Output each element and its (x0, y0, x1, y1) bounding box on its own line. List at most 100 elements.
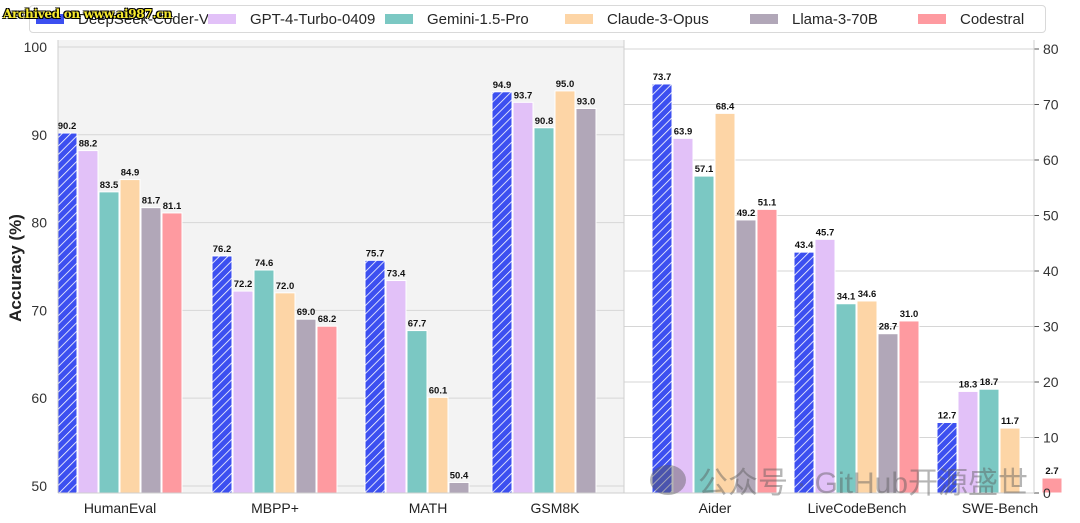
legend-label: Llama-3-70B (792, 10, 878, 28)
y-axis-label: Accuracy (%) (6, 214, 25, 322)
bar-gemini-1-5-pro-math (406, 330, 428, 494)
bar-codestral-humaneval (161, 212, 183, 494)
bar-codestral-swe-bench (1041, 477, 1063, 494)
legend-swatch (750, 14, 778, 24)
data-label: 68.4 (716, 101, 735, 112)
archived-stamp: Archived on www.ai987.cn (3, 7, 172, 21)
data-label: 34.6 (858, 289, 877, 300)
left-tick-label: 100 (24, 39, 48, 55)
right-tick-label: 40 (1043, 263, 1059, 279)
right-tick-label: 30 (1043, 319, 1059, 335)
left-tick-label: 80 (31, 215, 47, 231)
bar-deepseek-coder-v2-gsm8k (491, 91, 513, 494)
data-label: 72.0 (276, 281, 295, 292)
bar-codestral-mbpp- (316, 325, 338, 494)
right-tick-label: 60 (1043, 152, 1059, 168)
bar-codestral-aider (756, 208, 778, 494)
bar-gemini-1-5-pro-gsm8k (533, 127, 555, 494)
right-tick-label: 50 (1043, 208, 1059, 224)
bar-claude-3-opus-aider (714, 112, 736, 494)
data-label: 81.1 (163, 201, 182, 212)
legend-swatch (385, 14, 413, 24)
bar-gpt-4-turbo-0409-aider (672, 137, 694, 494)
right-tick-label: 0 (1043, 485, 1051, 501)
data-label: 60.1 (429, 385, 448, 396)
legend-item: GPT-4-Turbo-0409 (208, 6, 375, 32)
x-tick-label: Aider (699, 500, 732, 516)
x-tick-label: MATH (409, 500, 448, 516)
data-label: 68.2 (318, 314, 337, 325)
wechat-icon (650, 465, 686, 495)
data-label: 95.0 (556, 79, 575, 90)
legend-item: Gemini-1.5-Pro (385, 6, 529, 32)
bar-gemini-1-5-pro-aider (693, 175, 715, 494)
legend-item: Codestral (918, 6, 1024, 32)
data-label: 45.7 (816, 227, 835, 238)
data-label: 93.0 (577, 96, 596, 107)
data-label: 12.7 (938, 411, 957, 422)
bar-gemini-1-5-pro-mbpp- (253, 269, 275, 494)
data-label: 74.6 (255, 258, 274, 269)
data-label: 90.8 (535, 116, 554, 127)
right-tick-label: 10 (1043, 430, 1059, 446)
bar-deepseek-coder-v2-humaneval (56, 132, 78, 494)
bar-llama-3-70b-mbpp- (295, 318, 317, 494)
data-label: 94.9 (493, 80, 512, 91)
bar-gemini-1-5-pro-humaneval (98, 191, 120, 494)
x-tick-label: HumanEval (84, 500, 156, 516)
legend-label: Codestral (960, 10, 1025, 28)
bar-gpt-4-turbo-0409-math (385, 280, 407, 494)
data-label: 31.0 (900, 309, 919, 320)
data-label: 18.7 (980, 377, 999, 388)
left-tick-label: 70 (31, 302, 47, 318)
bar-llama-3-70b-aider (735, 219, 757, 494)
data-label: 43.4 (795, 240, 814, 251)
legend-swatch (36, 14, 64, 24)
legend-label: GPT-4-Turbo-0409 (250, 10, 376, 28)
data-label: 84.9 (121, 168, 140, 179)
left-tick-label: 60 (31, 390, 47, 406)
bar-gpt-4-turbo-0409-livecodebench (814, 238, 836, 494)
data-label: 2.7 (1045, 466, 1058, 477)
data-label: 11.7 (1001, 416, 1019, 427)
bar-claude-3-opus-humaneval (119, 179, 141, 494)
bar-llama-3-70b-math (448, 481, 470, 494)
watermark-text: 公众号 · GitHub开源盛世 (698, 467, 1029, 500)
bar-claude-3-opus-mbpp- (274, 292, 296, 494)
bar-gpt-4-turbo-0409-mbpp- (232, 290, 254, 494)
data-label: 90.2 (58, 121, 77, 132)
data-label: 18.3 (959, 379, 978, 390)
data-label: 34.1 (837, 292, 856, 303)
left-tick-label: 90 (31, 127, 47, 143)
watermark: 公众号 · GitHub开源盛世 (650, 458, 1028, 502)
bar-deepseek-coder-v2-math (364, 259, 386, 494)
bar-gpt-4-turbo-0409-gsm8k (512, 101, 534, 494)
legend-label: Gemini-1.5-Pro (427, 10, 529, 28)
x-tick-label: SWE-Bench (962, 500, 1038, 516)
legend-swatch (565, 14, 593, 24)
data-label: 69.0 (297, 307, 316, 318)
legend-swatch (208, 14, 236, 24)
data-label: 73.7 (653, 72, 672, 83)
legend-label: Claude-3-Opus (607, 10, 709, 28)
right-tick-label: 80 (1043, 41, 1059, 57)
legend-item: Claude-3-Opus (565, 6, 709, 32)
data-label: 51.1 (758, 197, 777, 208)
legend-label: DeepSeek-Coder-V2 (78, 10, 218, 28)
data-label: 76.2 (213, 244, 232, 255)
data-label: 50.4 (450, 470, 469, 481)
bar-claude-3-opus-gsm8k (554, 90, 576, 494)
data-label: 93.7 (514, 90, 533, 101)
data-label: 28.7 (879, 322, 898, 333)
data-label: 81.7 (142, 196, 161, 207)
x-tick-label: GSM8K (530, 500, 580, 516)
legend: DeepSeek-Coder-V2 GPT-4-Turbo-0409 Gemini-… (29, 5, 1046, 33)
x-tick-label: MBPP+ (251, 500, 299, 516)
data-label: 57.1 (695, 164, 714, 175)
legend-item: Llama-3-70B (750, 6, 878, 32)
bar-llama-3-70b-gsm8k (575, 107, 597, 494)
data-label: 73.4 (387, 269, 406, 280)
bar-deepseek-coder-v2-mbpp- (211, 255, 233, 494)
data-label: 67.7 (408, 319, 427, 330)
